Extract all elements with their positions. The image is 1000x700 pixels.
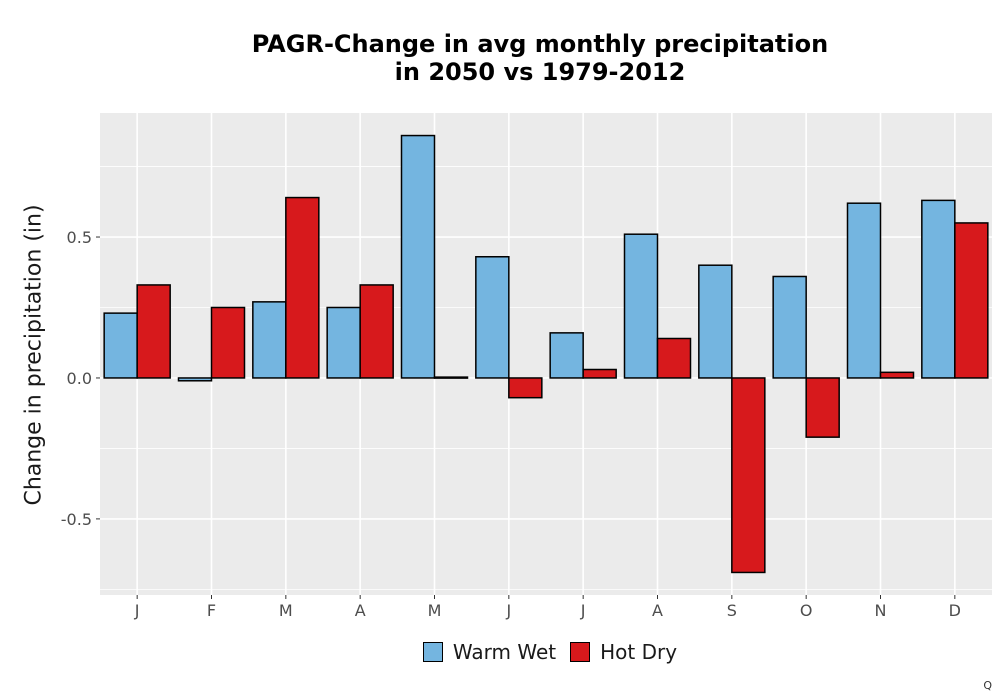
legend-swatch-hot-dry (570, 642, 591, 662)
bar-warm-wet-8 (623, 233, 659, 379)
bar-warm-wet-10 (772, 275, 807, 379)
x-tick-label: M (428, 601, 442, 620)
x-tick-label: M (279, 601, 293, 620)
x-tick-label: F (207, 601, 216, 620)
legend-label-warm-wet: Warm Wet (452, 640, 557, 664)
bar-hot-dry-2 (210, 306, 246, 379)
x-tick-label: A (652, 601, 663, 620)
bar-hot-dry-10 (805, 377, 840, 438)
chart-title: PAGR-Change in avg monthly precipitation… (90, 30, 990, 86)
bar-hot-dry-3 (285, 196, 320, 379)
legend-item-warm-wet: Warm Wet (422, 640, 557, 664)
x-tick-label: J (134, 601, 140, 620)
bar-warm-wet-2 (177, 377, 213, 382)
bar-warm-wet-5 (400, 134, 436, 379)
bar-hot-dry-4 (359, 284, 394, 379)
legend-label-hot-dry: Hot Dry (600, 640, 678, 664)
x-tick-label: D (949, 601, 961, 620)
bar-hot-dry-9 (731, 377, 766, 574)
bar-warm-wet-11 (846, 202, 882, 379)
bar-hot-dry-1 (136, 284, 171, 379)
bar-hot-dry-5 (433, 376, 469, 379)
bar-hot-dry-8 (656, 337, 692, 379)
chart-title-line-1: PAGR-Change in avg monthly precipitation (251, 30, 829, 58)
y-tick-label: 0.0 (67, 369, 92, 388)
legend-item-hot-dry: Hot Dry (570, 640, 677, 664)
bar-warm-wet-1 (103, 312, 138, 379)
chart-title-line-2: in 2050 vs 1979-2012 (394, 58, 686, 86)
corner-mark: Q (983, 679, 992, 692)
bar-warm-wet-3 (252, 301, 287, 379)
x-tick-label: N (875, 601, 887, 620)
bar-hot-dry-11 (879, 371, 915, 379)
y-tick-label: 0.5 (67, 228, 92, 247)
bar-hot-dry-7 (582, 368, 617, 379)
bar-warm-wet-4 (326, 306, 361, 379)
x-tick-label: J (580, 601, 586, 620)
bar-hot-dry-12 (954, 222, 989, 379)
bar-warm-wet-12 (921, 199, 956, 379)
legend: Warm Wet Hot Dry (0, 640, 1000, 664)
legend-swatch-warm-wet (422, 642, 443, 662)
bar-hot-dry-6 (508, 377, 543, 399)
x-tick-label: O (800, 601, 813, 620)
x-tick-label: A (355, 601, 366, 620)
bar-warm-wet-6 (475, 256, 510, 379)
bar-warm-wet-7 (549, 332, 584, 379)
plot-panel (100, 113, 992, 595)
y-tick-label: -0.5 (61, 510, 92, 529)
x-tick-label: J (505, 601, 511, 620)
x-tick-label: S (727, 601, 737, 620)
bar-warm-wet-9 (698, 264, 733, 379)
